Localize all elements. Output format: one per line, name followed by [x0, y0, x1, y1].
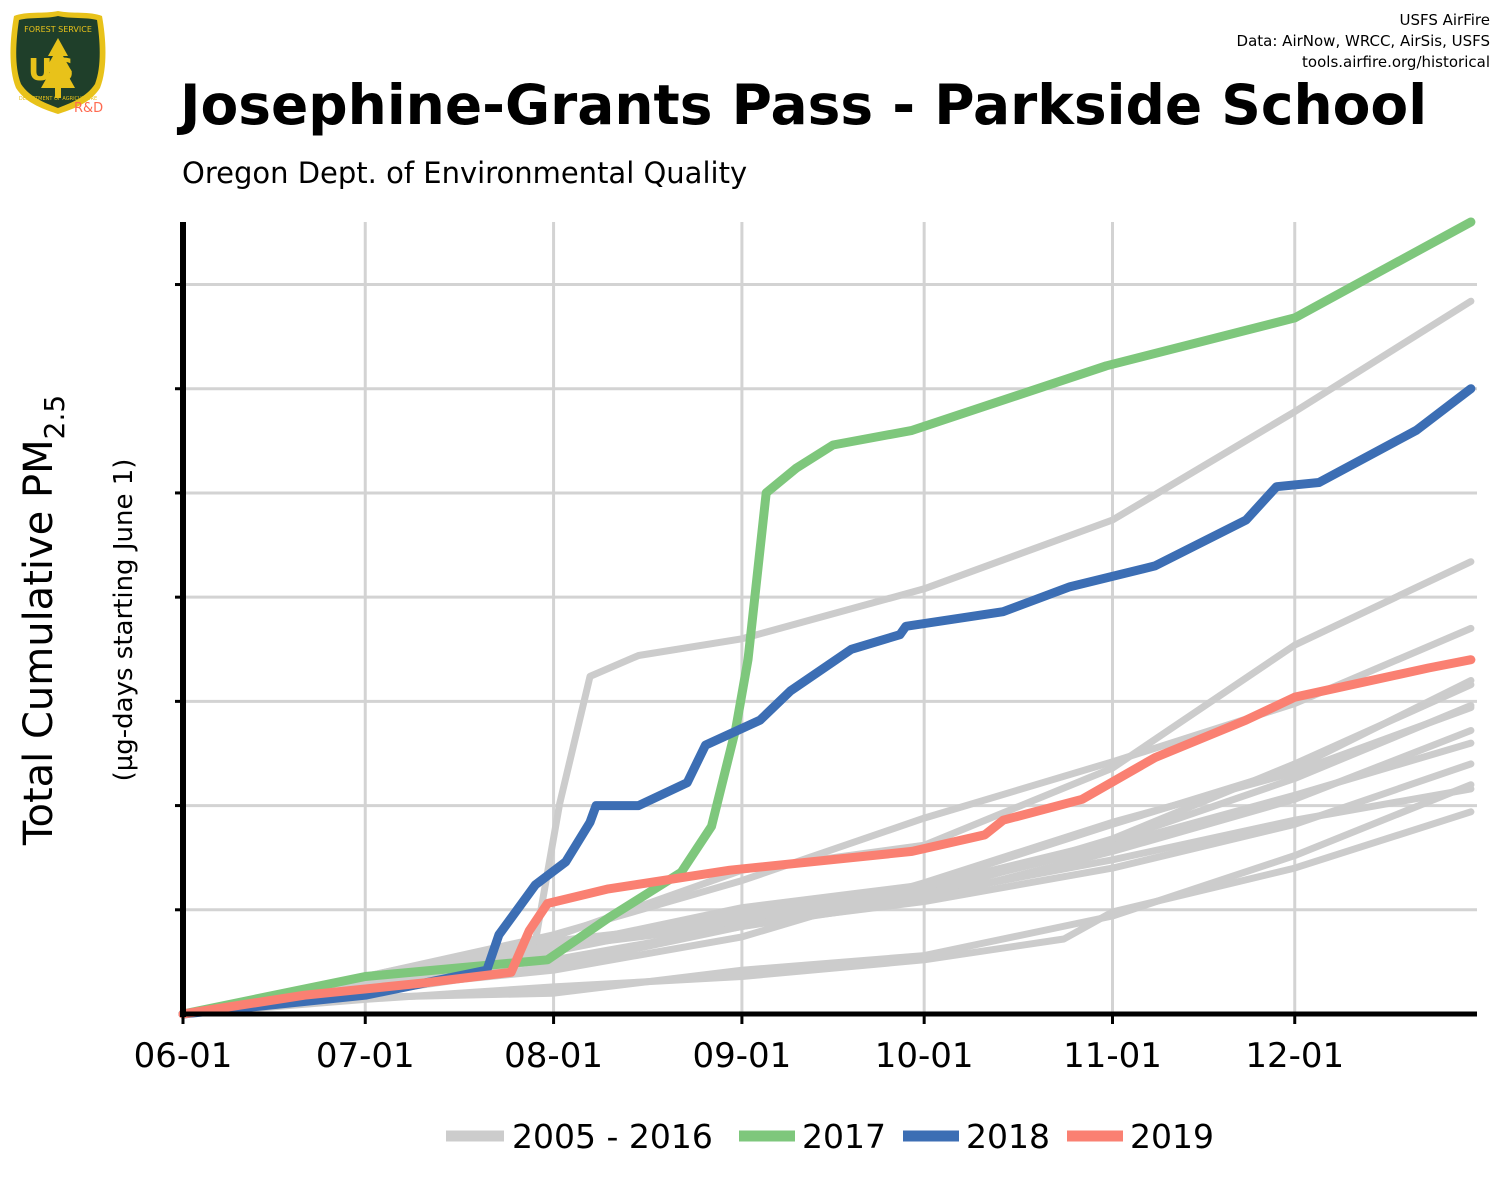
y-axis-label-subscript: 2.5 — [38, 395, 71, 440]
legend-label: 2005 - 2016 — [512, 1117, 713, 1156]
x-tick-label: 10-01 — [875, 1036, 974, 1076]
legend-label: 2018 — [966, 1117, 1050, 1156]
y-axis-label-text: Total Cumulative PM — [16, 439, 62, 846]
series-line-2005-2016 — [179, 808, 1475, 1018]
logo-letters: US — [28, 53, 74, 88]
axes — [175, 222, 1477, 1024]
y-axis-labels: Total Cumulative PM2.5 (µg-days starting… — [16, 395, 139, 846]
y-axis-label: Total Cumulative PM2.5 — [16, 395, 71, 846]
series-line-2018 — [178, 384, 1476, 1019]
history-series-group — [179, 297, 1475, 1018]
rd-label: R&D — [74, 101, 103, 116]
chart-title: Josephine-Grants Pass - Parkside School — [180, 73, 1428, 137]
logo-top-text: FOREST SERVICE — [24, 25, 92, 34]
tree-icon — [41, 38, 75, 88]
series-line-2017 — [178, 217, 1476, 1019]
credits-block: USFS AirFire Data: AirNow, WRCC, AirSis,… — [1237, 10, 1490, 73]
x-tick-label: 06-01 — [134, 1036, 233, 1076]
forest-service-shield-icon: US FOREST SERVICE DEPARTMENT OF AGRICULT… — [10, 11, 106, 116]
x-tick-labels: 06-01 07-01 08-01 09-01 10-01 11-01 12-01 — [134, 1036, 1345, 1076]
x-tick-label: 07-01 — [316, 1036, 415, 1076]
series-line-2019 — [178, 655, 1476, 1019]
legend: 2005 - 2016 2017 2018 2019 — [446, 1117, 1214, 1156]
credit-line: Data: AirNow, WRCC, AirSis, USFS — [1236, 32, 1490, 50]
y-axis-secondary-label: (µg-days starting June 1) — [109, 459, 139, 782]
forest-service-logo: US FOREST SERVICE DEPARTMENT OF AGRICULT… — [6, 8, 110, 116]
legend-label: 2019 — [1130, 1117, 1214, 1156]
x-tick-label: 12-01 — [1245, 1036, 1344, 1076]
x-tick-label: 09-01 — [693, 1036, 792, 1076]
logo-bottom-text: DEPARTMENT OF AGRICULTURE — [19, 96, 97, 102]
x-tick-label: 08-01 — [504, 1036, 603, 1076]
chart-subtitle: Oregon Dept. of Environmental Quality — [182, 156, 748, 190]
credit-line: USFS AirFire — [1399, 11, 1490, 29]
x-tick-label: 11-01 — [1063, 1036, 1162, 1076]
highlight-series-group — [178, 217, 1476, 1019]
tree-trunk — [55, 88, 61, 98]
legend-label: 2017 — [802, 1117, 886, 1156]
series-line-2005-2016 — [179, 297, 1475, 1018]
credit-line: tools.airfire.org/historical — [1302, 53, 1490, 71]
